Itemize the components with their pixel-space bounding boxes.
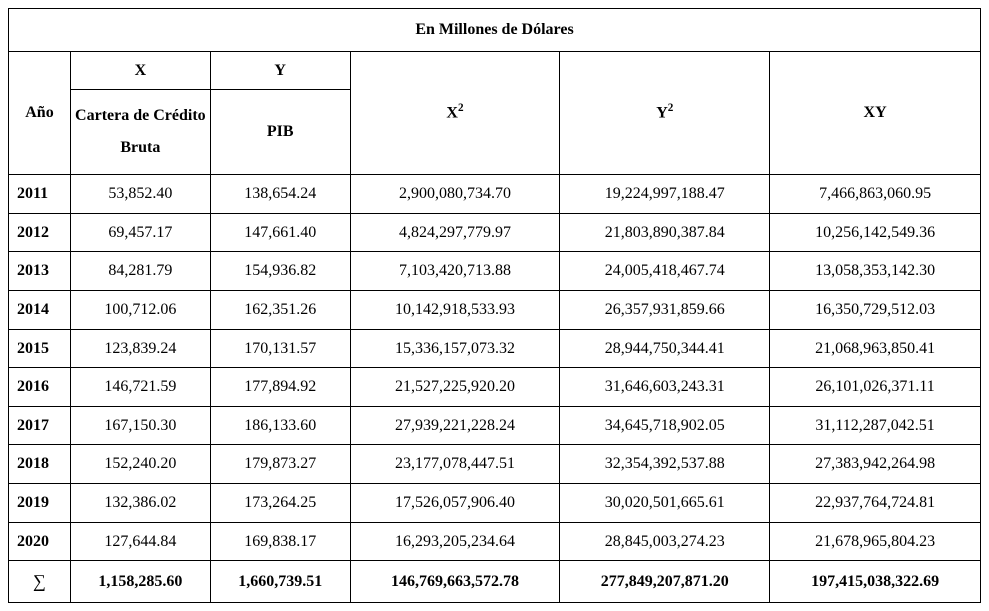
cell-x2: 4,824,297,779.97 <box>350 213 560 252</box>
table-row: 2013 84,281.79 154,936.82 7,103,420,713.… <box>9 252 981 291</box>
cell-x2: 7,103,420,713.88 <box>350 252 560 291</box>
cell-y2: 30,020,501,665.61 <box>560 483 770 522</box>
table-row: 2015 123,839.24 170,131.57 15,336,157,07… <box>9 329 981 368</box>
header-x-top: X <box>70 51 210 90</box>
cell-y: 173,264.25 <box>210 483 350 522</box>
cell-x: 100,712.06 <box>70 290 210 329</box>
cell-x2: 10,142,918,533.93 <box>350 290 560 329</box>
header-y-sub: PIB <box>210 90 350 175</box>
cell-x: 123,839.24 <box>70 329 210 368</box>
table-row: 2020 127,644.84 169,838.17 16,293,205,23… <box>9 522 981 561</box>
cell-x2: 17,526,057,906.40 <box>350 483 560 522</box>
cell-year: 2015 <box>9 329 71 368</box>
header-row-1: Año X Y X2 Y2 XY <box>9 51 981 90</box>
cell-y: 186,133.60 <box>210 406 350 445</box>
header-xy: XY <box>770 51 981 175</box>
cell-y: 138,654.24 <box>210 175 350 214</box>
cell-x2: 16,293,205,234.64 <box>350 522 560 561</box>
cell-y: 179,873.27 <box>210 445 350 484</box>
cell-xy: 26,101,026,371.11 <box>770 368 981 407</box>
header-y-top: Y <box>210 51 350 90</box>
sum-symbol: ∑ <box>9 561 71 603</box>
cell-y: 177,894.92 <box>210 368 350 407</box>
cell-x: 167,150.30 <box>70 406 210 445</box>
title-row: En Millones de Dólares <box>9 9 981 52</box>
cell-y2: 31,646,603,243.31 <box>560 368 770 407</box>
sum-row: ∑ 1,158,285.60 1,660,739.51 146,769,663,… <box>9 561 981 603</box>
cell-year: 2013 <box>9 252 71 291</box>
header-x-sub: Cartera de Crédito Bruta <box>70 90 210 175</box>
cell-xy: 27,383,942,264.98 <box>770 445 981 484</box>
cell-x: 152,240.20 <box>70 445 210 484</box>
cell-y2: 19,224,997,188.47 <box>560 175 770 214</box>
cell-y2: 21,803,890,387.84 <box>560 213 770 252</box>
cell-xy: 16,350,729,512.03 <box>770 290 981 329</box>
sum-y2: 277,849,207,871.20 <box>560 561 770 603</box>
cell-y: 147,661.40 <box>210 213 350 252</box>
cell-y: 170,131.57 <box>210 329 350 368</box>
cell-xy: 21,678,965,804.23 <box>770 522 981 561</box>
cell-y2: 24,005,418,467.74 <box>560 252 770 291</box>
cell-year: 2014 <box>9 290 71 329</box>
cell-x: 132,386.02 <box>70 483 210 522</box>
sum-y: 1,660,739.51 <box>210 561 350 603</box>
cell-y2: 28,944,750,344.41 <box>560 329 770 368</box>
header-y2: Y2 <box>560 51 770 175</box>
cell-x: 127,644.84 <box>70 522 210 561</box>
cell-xy: 21,068,963,850.41 <box>770 329 981 368</box>
cell-y2: 32,354,392,537.88 <box>560 445 770 484</box>
table-row: 2016 146,721.59 177,894.92 21,527,225,92… <box>9 368 981 407</box>
cell-x2: 23,177,078,447.51 <box>350 445 560 484</box>
cell-year: 2019 <box>9 483 71 522</box>
sum-x2: 146,769,663,572.78 <box>350 561 560 603</box>
cell-xy: 7,466,863,060.95 <box>770 175 981 214</box>
cell-year: 2016 <box>9 368 71 407</box>
cell-year: 2011 <box>9 175 71 214</box>
cell-year: 2020 <box>9 522 71 561</box>
cell-x2: 2,900,080,734.70 <box>350 175 560 214</box>
cell-year: 2012 <box>9 213 71 252</box>
header-x2: X2 <box>350 51 560 175</box>
cell-xy: 10,256,142,549.36 <box>770 213 981 252</box>
table-row: 2018 152,240.20 179,873.27 23,177,078,44… <box>9 445 981 484</box>
table-row: 2019 132,386.02 173,264.25 17,526,057,90… <box>9 483 981 522</box>
cell-x: 53,852.40 <box>70 175 210 214</box>
cell-x2: 21,527,225,920.20 <box>350 368 560 407</box>
cell-y2: 26,357,931,859.66 <box>560 290 770 329</box>
cell-x: 146,721.59 <box>70 368 210 407</box>
cell-y: 154,936.82 <box>210 252 350 291</box>
cell-xy: 22,937,764,724.81 <box>770 483 981 522</box>
header-year: Año <box>9 51 71 175</box>
cell-y: 162,351.26 <box>210 290 350 329</box>
table-title: En Millones de Dólares <box>9 9 981 52</box>
cell-year: 2017 <box>9 406 71 445</box>
sum-xy: 197,415,038,322.69 <box>770 561 981 603</box>
cell-x: 69,457.17 <box>70 213 210 252</box>
cell-xy: 31,112,287,042.51 <box>770 406 981 445</box>
cell-x2: 15,336,157,073.32 <box>350 329 560 368</box>
cell-y: 169,838.17 <box>210 522 350 561</box>
sum-x: 1,158,285.60 <box>70 561 210 603</box>
table-row: 2012 69,457.17 147,661.40 4,824,297,779.… <box>9 213 981 252</box>
table-row: 2014 100,712.06 162,351.26 10,142,918,53… <box>9 290 981 329</box>
cell-xy: 13,058,353,142.30 <box>770 252 981 291</box>
cell-y2: 28,845,003,274.23 <box>560 522 770 561</box>
cell-x2: 27,939,221,228.24 <box>350 406 560 445</box>
cell-year: 2018 <box>9 445 71 484</box>
table-row: 2017 167,150.30 186,133.60 27,939,221,22… <box>9 406 981 445</box>
table-row: 2011 53,852.40 138,654.24 2,900,080,734.… <box>9 175 981 214</box>
data-table: En Millones de Dólares Año X Y X2 Y2 XY … <box>8 8 981 603</box>
cell-y2: 34,645,718,902.05 <box>560 406 770 445</box>
cell-x: 84,281.79 <box>70 252 210 291</box>
